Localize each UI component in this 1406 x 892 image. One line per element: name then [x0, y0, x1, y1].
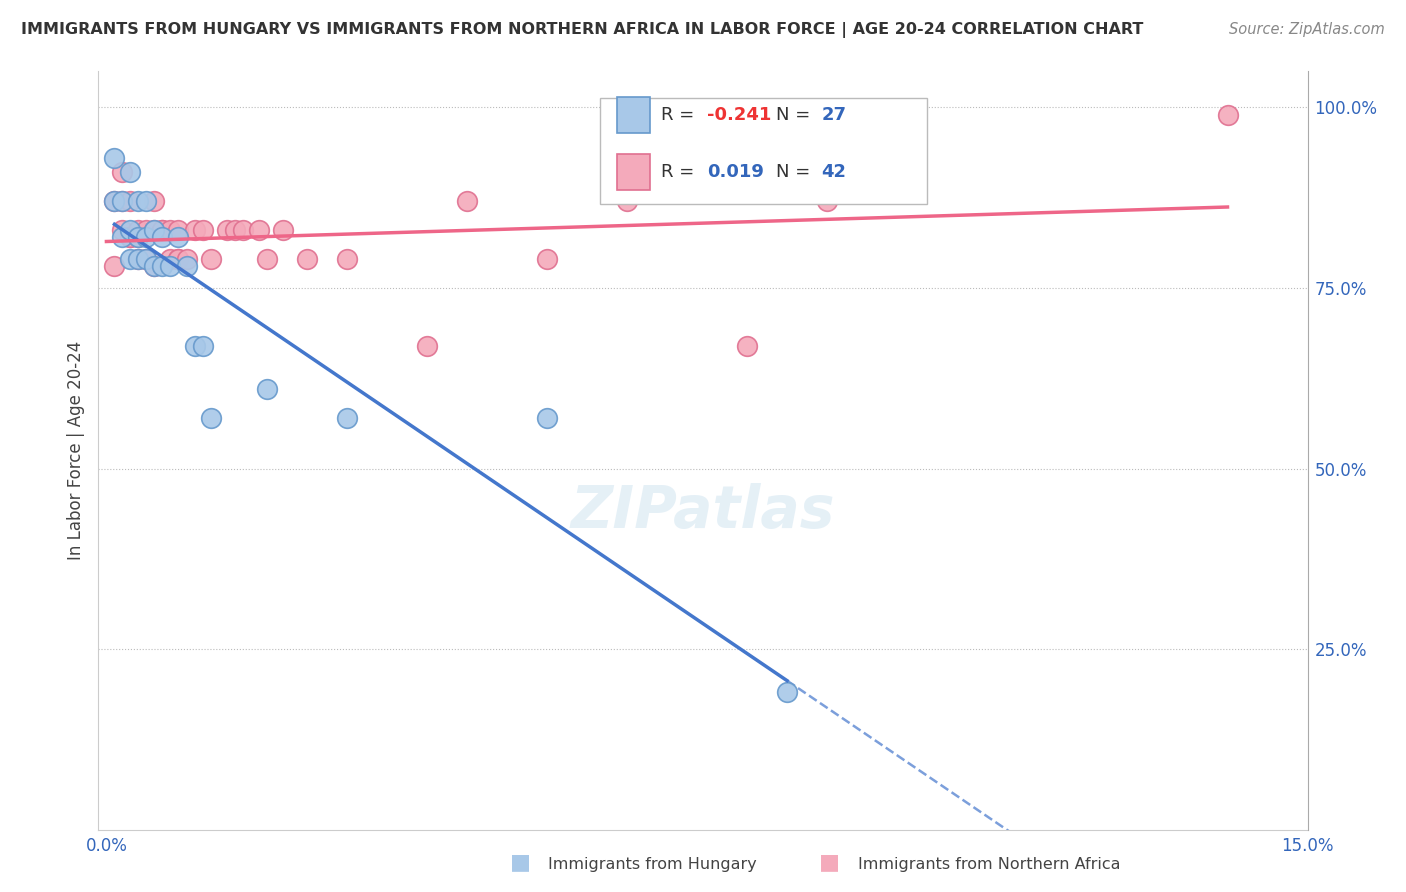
Point	[271, 223, 294, 237]
Point	[143, 223, 166, 237]
Point	[135, 252, 157, 266]
Point	[120, 223, 142, 237]
Text: Immigrants from Northern Africa: Immigrants from Northern Africa	[858, 857, 1121, 872]
Point	[536, 411, 558, 425]
Point	[295, 252, 318, 266]
Text: ZIPatlas: ZIPatlas	[571, 483, 835, 540]
Point	[735, 339, 758, 353]
Point	[103, 151, 125, 165]
Point	[111, 230, 134, 244]
Point	[143, 260, 166, 274]
Y-axis label: In Labor Force | Age 20-24: In Labor Force | Age 20-24	[66, 341, 84, 560]
Point	[127, 223, 149, 237]
Point	[143, 194, 166, 209]
FancyBboxPatch shape	[617, 97, 650, 133]
Point	[167, 252, 190, 266]
FancyBboxPatch shape	[600, 98, 927, 204]
Point	[135, 230, 157, 244]
Text: -0.241: -0.241	[707, 106, 770, 124]
Point	[191, 339, 214, 353]
Point	[256, 252, 278, 266]
Point	[167, 252, 190, 266]
Point	[152, 223, 174, 237]
Text: R =: R =	[661, 106, 700, 124]
Point	[776, 685, 799, 699]
Point	[152, 223, 174, 237]
Text: IMMIGRANTS FROM HUNGARY VS IMMIGRANTS FROM NORTHERN AFRICA IN LABOR FORCE | AGE : IMMIGRANTS FROM HUNGARY VS IMMIGRANTS FR…	[21, 22, 1143, 38]
Point	[135, 223, 157, 237]
Point	[120, 194, 142, 209]
Text: ■: ■	[510, 853, 530, 872]
Point	[103, 194, 125, 209]
Point	[616, 194, 638, 209]
Point	[135, 252, 157, 266]
Point	[111, 223, 134, 237]
Point	[536, 252, 558, 266]
Point	[183, 339, 205, 353]
Point	[127, 252, 149, 266]
Point	[103, 260, 125, 274]
Point	[111, 194, 134, 209]
Point	[111, 165, 134, 179]
Point	[120, 230, 142, 244]
Point	[120, 252, 142, 266]
Point	[127, 230, 149, 244]
Point	[152, 260, 174, 274]
FancyBboxPatch shape	[617, 154, 650, 190]
Point	[256, 382, 278, 396]
Point	[176, 260, 198, 274]
Point	[224, 223, 246, 237]
Point	[247, 223, 270, 237]
Point	[167, 230, 190, 244]
Point	[127, 194, 149, 209]
Point	[215, 223, 238, 237]
Point	[103, 194, 125, 209]
Point	[127, 252, 149, 266]
Text: R =: R =	[661, 163, 700, 181]
Point	[159, 223, 181, 237]
Point	[191, 223, 214, 237]
Point	[111, 194, 134, 209]
Point	[336, 252, 359, 266]
Point	[416, 339, 439, 353]
Point	[159, 260, 181, 274]
Text: Source: ZipAtlas.com: Source: ZipAtlas.com	[1229, 22, 1385, 37]
Point	[1216, 108, 1239, 122]
Point	[135, 194, 157, 209]
Point	[200, 252, 222, 266]
Point	[120, 165, 142, 179]
Point	[143, 223, 166, 237]
Text: N =: N =	[776, 106, 815, 124]
Point	[159, 252, 181, 266]
Point	[336, 411, 359, 425]
Point	[232, 223, 254, 237]
Text: 0.019: 0.019	[707, 163, 763, 181]
Point	[200, 411, 222, 425]
Text: Immigrants from Hungary: Immigrants from Hungary	[548, 857, 756, 872]
Point	[183, 223, 205, 237]
Point	[815, 194, 838, 209]
Point	[143, 260, 166, 274]
Point	[152, 230, 174, 244]
Text: 27: 27	[821, 106, 846, 124]
Point	[167, 223, 190, 237]
Text: N =: N =	[776, 163, 815, 181]
Text: 42: 42	[821, 163, 846, 181]
Point	[120, 230, 142, 244]
Point	[176, 252, 198, 266]
Text: ■: ■	[820, 853, 839, 872]
Point	[127, 230, 149, 244]
Point	[456, 194, 478, 209]
